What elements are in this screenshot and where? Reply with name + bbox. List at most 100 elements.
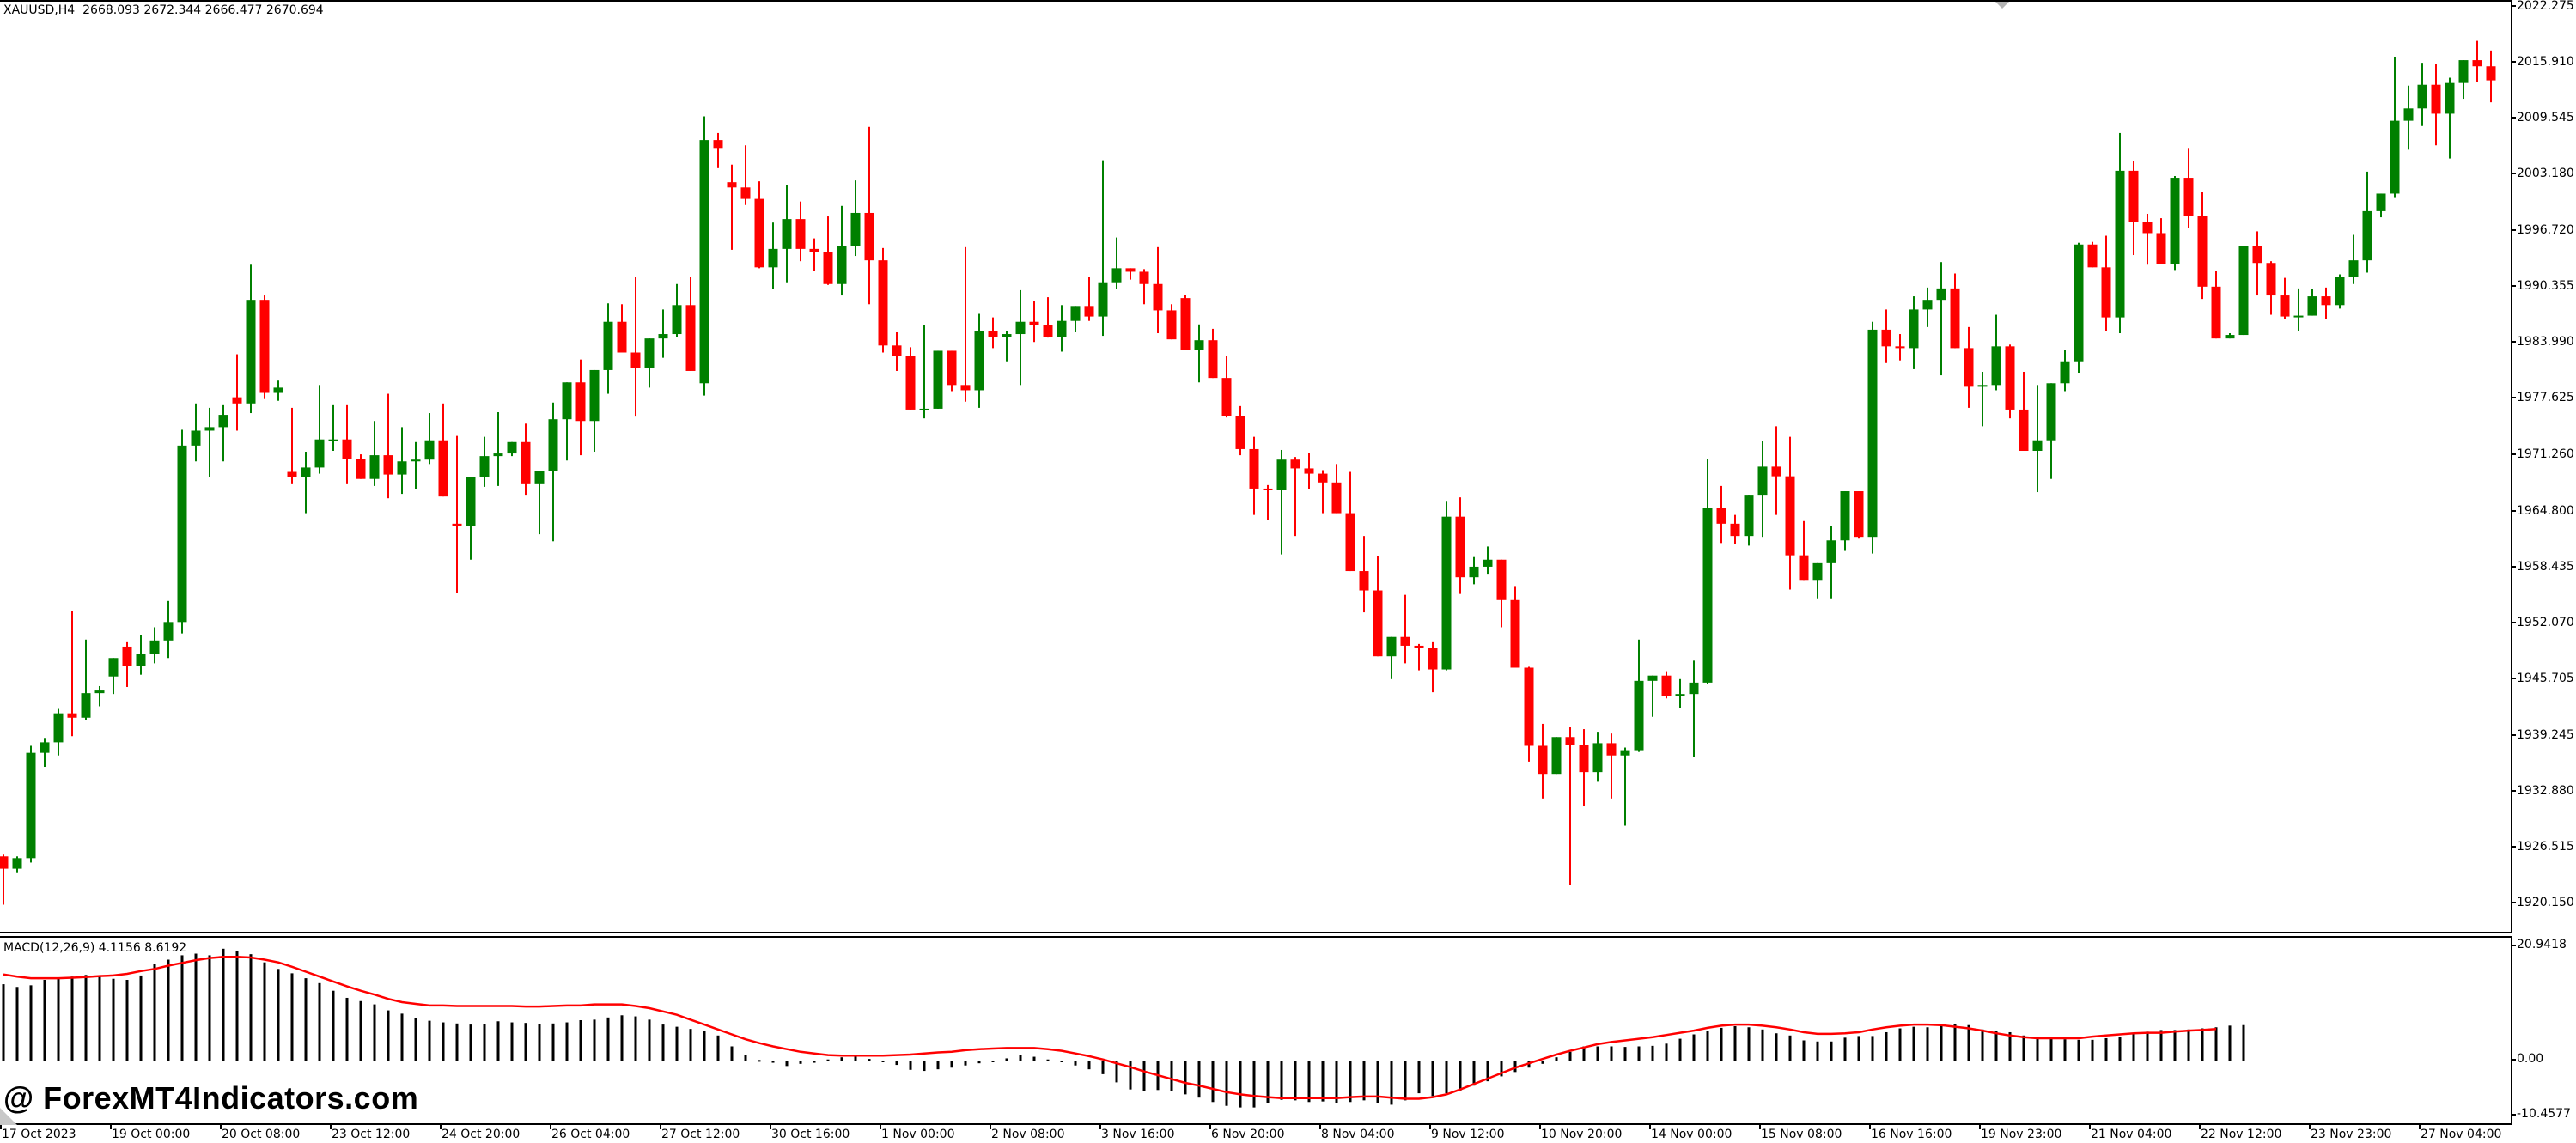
macd-histogram-bar [1898,1028,1902,1061]
candle [905,347,916,410]
candle [947,350,957,392]
macd-histogram-bar [551,1023,555,1061]
macd-histogram-bar [1651,1045,1654,1061]
price-axis-label: 1926.515 [2517,839,2574,854]
macd-histogram-bar [1335,1061,1338,1103]
candle [1579,729,1589,807]
macd-histogram-bar [716,1035,720,1061]
candle [1881,309,1891,363]
candle [1276,449,1287,555]
macd-label: MACD(12,26,9) 4.1156 8.6192 [3,941,187,955]
candle [2321,287,2331,319]
candle [1221,356,1232,418]
candle [2225,333,2235,339]
price-axis-label: 1952.070 [2517,615,2574,629]
candle [1002,331,1012,362]
main-price-chart[interactable] [0,0,2512,933]
candle [1263,484,1273,520]
candle [1730,514,1740,544]
candle [1620,747,1630,826]
candle [1977,371,1988,427]
macd-histogram-bar [1596,1046,1599,1061]
macd-histogram-bar [222,948,225,1061]
candle [94,685,105,707]
macd-histogram-bar [2201,1028,2204,1061]
macd-histogram-bar [153,964,156,1061]
candle [53,708,64,756]
macd-histogram-bar [1266,1061,1270,1103]
candle [2307,289,2317,316]
candle [2335,274,2345,309]
macd-histogram-bar [235,951,239,1061]
price-axis-label: 1971.260 [2517,447,2574,461]
candle [1551,737,1562,775]
candle [2087,241,2098,268]
candle [1057,305,1067,352]
candle [2403,85,2414,150]
macd-histogram-bar [2008,1031,2012,1061]
candle [1922,287,1933,327]
macd-histogram-bar [70,976,74,1061]
price-axis-tick [2512,453,2516,455]
price-axis[interactable]: 2022.275 2015.910 2009.545 2003.180 1996.720… [2512,0,2576,933]
time-axis-tick [880,1125,881,1129]
chart-shift-marker-icon[interactable] [1995,2,2009,9]
macd-histogram-bar [1362,1061,1366,1101]
candle [314,385,325,474]
time-axis-tick [220,1125,222,1129]
candle [603,303,613,394]
candle [1496,559,1507,628]
candle [1812,562,1823,599]
candle [383,393,393,499]
time-axis-label: 17 Oct 2023 [2,1128,76,1141]
candle [2348,234,2359,284]
macd-histogram-bar [2022,1035,2025,1061]
macd-axis-tick [2512,1059,2516,1061]
macd-histogram-bar [1582,1046,1586,1061]
candle [1538,723,1548,799]
macd-histogram-bar [125,980,129,1061]
candle [2362,171,2372,273]
candle [521,423,531,496]
macd-histogram-bar [1788,1035,1792,1061]
candle [1826,526,1836,599]
time-axis-tick [1099,1125,1101,1129]
candle [1029,301,1039,343]
macd-histogram-bar [2063,1039,2067,1061]
macd-histogram-bar [1500,1061,1503,1077]
macd-histogram-bar [1623,1047,1627,1061]
macd-histogram-bar [345,997,349,1061]
macd-histogram-bar [1472,1061,1476,1086]
candle [2238,246,2249,336]
macd-histogram-bar [1967,1024,1970,1061]
candle [1235,405,1245,456]
macd-histogram-bar [1060,1061,1063,1062]
macd-histogram-bar [1376,1061,1379,1103]
candle [12,856,22,873]
macd-axis-label: -10.4577 [2517,1107,2571,1121]
macd-indicator-panel[interactable] [0,936,2512,1125]
macd-histogram-bar [1720,1027,1723,1061]
macd-histogram-bar [167,959,170,1061]
time-axis[interactable]: 17 Oct 2023 19 Oct 00:00 20 Oct 08:00 23 Oc… [0,1125,2512,1143]
price-axis-label: 1939.245 [2517,727,2574,742]
candle [1153,246,1163,334]
macd-value-axis[interactable]: 20.9418 0.00 -10.4577 [2512,936,2576,1125]
macd-histogram-bar [1074,1061,1077,1066]
macd-histogram-bar [194,953,198,1061]
candle [356,454,366,479]
candle [1771,426,1781,515]
time-axis-tick [330,1125,332,1129]
macd-histogram-bar [977,1061,981,1064]
candle [1043,297,1053,338]
candle [1524,666,1534,762]
macd-histogram-bar [442,1022,445,1061]
macd-histogram-bar [1129,1061,1132,1090]
candle [617,304,627,353]
symbol-label: XAUUSD,H4 [3,3,76,17]
ohlc-label: 2668.093 2672.344 2666.477 2670.694 [82,3,324,17]
macd-histogram-bar [1926,1027,1929,1061]
macd-histogram-bar [936,1061,940,1070]
time-axis-tick [550,1125,551,1129]
macd-axis-tick [2512,945,2516,946]
